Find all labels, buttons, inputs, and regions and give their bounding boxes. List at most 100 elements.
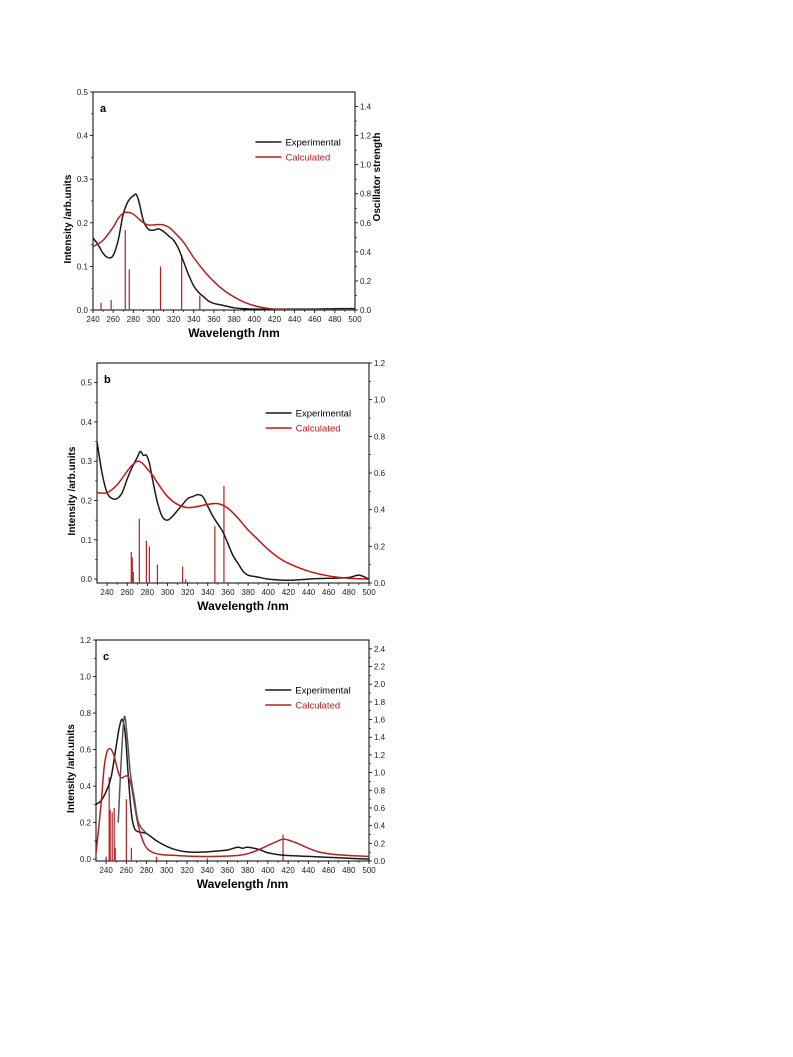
y-tick-label: 0.4: [80, 782, 92, 791]
chart-panel-c: 240 260 280 300 320 340 360 380 400 420 440 460 480 5…: [66, 636, 386, 891]
y2-tick-label: 2.4: [374, 645, 386, 654]
x-tick-label: 240: [86, 315, 100, 324]
y-tick-label: 0.1: [77, 262, 89, 271]
x-tick-label: 340: [201, 588, 215, 597]
x-tick-label: 380: [227, 315, 241, 324]
y-axis-title: Intensity /arb.units: [66, 724, 77, 813]
x-tick-label: 380: [241, 588, 255, 597]
plot-frame: [92, 91, 356, 311]
y-tick-label: 0.2: [80, 819, 92, 828]
x-tick-label: 500: [362, 588, 376, 597]
y-tick-label: 0.0: [77, 306, 89, 315]
x-tick-label: 500: [362, 866, 376, 875]
panel-label: a: [100, 103, 107, 115]
y-tick-label: 0.2: [81, 497, 93, 506]
y-tick-label: 0.3: [77, 175, 89, 184]
y2-tick-label: 0.4: [374, 822, 386, 831]
x-tick-label: 320: [167, 315, 181, 324]
y2-tick-label: 0.2: [374, 542, 386, 551]
x-tick-label: 360: [221, 866, 235, 875]
x-tick-label: 320: [181, 588, 195, 597]
x-tick-label: 400: [262, 588, 276, 597]
y2-tick-label: 1.2: [374, 359, 386, 368]
y-axis-title: Intensity /arb.units: [67, 446, 78, 535]
series-line-unnamed-2: [117, 715, 148, 835]
x-tick-label: 420: [268, 315, 282, 324]
series-line-calculated: [93, 211, 355, 310]
y-tick-label: 0.5: [81, 379, 93, 388]
y2-tick-label: 0.6: [374, 804, 386, 813]
x-tick-label: 460: [322, 866, 336, 875]
plot-area: [93, 193, 355, 310]
y-tick-label: 0.0: [81, 575, 93, 584]
x-tick-label: 260: [120, 866, 134, 875]
y-tick-label: 0.8: [80, 709, 92, 718]
y2-tick-label: 0.8: [374, 786, 386, 795]
x-tick-label: 340: [187, 315, 201, 324]
x-tick-label: 480: [342, 866, 356, 875]
x-tick-label: 440: [288, 315, 302, 324]
legend-label: Calculated: [285, 153, 330, 164]
x-tick-label: 400: [248, 315, 262, 324]
x-tick-label: 480: [328, 315, 342, 324]
x-tick-label: 260: [106, 315, 120, 324]
y2-axis-title: Oscillator strength: [372, 133, 383, 222]
x-tick-label: 240: [100, 588, 114, 597]
legend-label: Calculated: [295, 701, 340, 712]
y2-tick-label: 0.8: [374, 432, 386, 441]
legend-label: Experimental: [296, 409, 351, 420]
y2-tick-label: 1.8: [374, 698, 386, 707]
panel-label: b: [104, 374, 111, 386]
y2-tick-label: 1.0: [360, 161, 372, 170]
y2-tick-label: 0.0: [360, 306, 372, 315]
y-tick-label: 0.4: [81, 418, 93, 427]
chart-panel-a: 240 260 280 300 320 340 360 380 400 420 440 460 480 5…: [63, 88, 383, 340]
plot-area: [97, 441, 369, 583]
x-tick-label: 360: [221, 588, 235, 597]
y2-tick-label: 0.0: [374, 857, 386, 866]
y-tick-label: 1.0: [80, 673, 92, 682]
series-line-experimental: [96, 718, 369, 860]
x-tick-label: 280: [140, 866, 154, 875]
y2-tick-label: 0.2: [360, 277, 372, 286]
y-axis-title: Intensity /arb.units: [63, 174, 74, 263]
x-tick-label: 460: [308, 315, 322, 324]
x-axis-title: Wavelength /nm: [188, 326, 280, 340]
y-tick-label: 0.6: [80, 746, 92, 755]
y2-tick-label: 0.0: [374, 579, 386, 588]
x-tick-label: 260: [121, 588, 135, 597]
y-tick-label: 0.0: [80, 855, 92, 864]
y2-tick-label: 0.4: [374, 506, 386, 515]
y2-tick-label: 1.2: [360, 132, 372, 141]
legend-label: Experimental: [285, 138, 340, 149]
y2-tick-label: 0.4: [360, 248, 372, 257]
x-tick-label: 440: [302, 588, 316, 597]
x-tick-label: 400: [261, 866, 275, 875]
x-tick-label: 460: [322, 588, 336, 597]
chart-panel-b: 240 260 280 300 320 340 360 380 400 420 440 460 480 5…: [67, 359, 386, 613]
x-axis-title: Wavelength /nm: [197, 877, 289, 891]
y2-tick-label: 1.2: [374, 751, 386, 760]
y2-tick-label: 2.2: [374, 663, 386, 672]
y-tick-label: 0.1: [81, 536, 93, 545]
y2-tick-label: 0.6: [374, 469, 386, 478]
y-tick-label: 0.4: [77, 132, 89, 141]
series-line-experimental: [97, 441, 369, 582]
x-tick-label: 300: [147, 315, 161, 324]
plot-frame: [96, 362, 370, 584]
series-line-calculated: [96, 747, 369, 858]
legend-label: Experimental: [295, 686, 350, 697]
x-tick-label: 280: [141, 588, 155, 597]
x-tick-label: 360: [207, 315, 221, 324]
legend-label: Calculated: [296, 424, 341, 435]
x-axis-title: Wavelength /nm: [197, 599, 289, 613]
y2-tick-label: 1.4: [374, 733, 386, 742]
series-line-calculated: [97, 460, 369, 580]
x-tick-label: 280: [127, 315, 141, 324]
x-tick-label: 380: [241, 866, 255, 875]
x-tick-label: 340: [201, 866, 215, 875]
y-tick-label: 0.3: [81, 457, 93, 466]
x-tick-label: 240: [99, 866, 113, 875]
x-tick-label: 300: [160, 866, 174, 875]
y2-tick-label: 1.0: [374, 769, 386, 778]
